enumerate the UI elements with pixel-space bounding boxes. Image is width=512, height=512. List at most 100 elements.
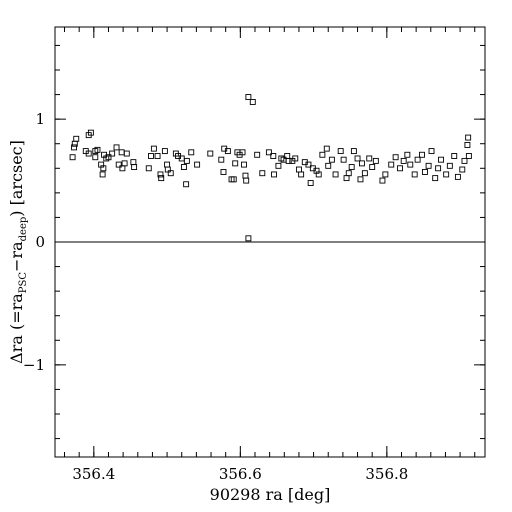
- data-point: [340, 156, 347, 163]
- data-point: [443, 171, 450, 178]
- data-point: [465, 153, 472, 159]
- data-point: [242, 172, 249, 179]
- data-point: [224, 148, 231, 155]
- data-point: [459, 166, 466, 173]
- data-point: [307, 180, 314, 186]
- data-point: [454, 173, 461, 180]
- y-tick-label: −1: [23, 356, 45, 374]
- data-point: [188, 149, 195, 156]
- data-point: [254, 151, 261, 158]
- data-point: [404, 151, 411, 158]
- data-point: [99, 171, 106, 178]
- data-point: [284, 153, 291, 159]
- data-point: [350, 148, 357, 155]
- y-axis-label: Δra (=raPSC−radeep) [arcsec]: [7, 140, 29, 364]
- data-point: [332, 171, 339, 178]
- y-axis-label-middle: −ra: [7, 241, 26, 272]
- data-point: [298, 171, 305, 178]
- data-point: [69, 154, 76, 161]
- data-point: [315, 171, 322, 178]
- y-axis-label-sub2: deep: [18, 217, 29, 242]
- data-point: [421, 169, 428, 175]
- data-point: [148, 153, 154, 159]
- data-point: [305, 161, 312, 168]
- data-point: [249, 98, 256, 105]
- data-point: [259, 170, 266, 177]
- data-point: [337, 148, 344, 155]
- data-point: [167, 170, 174, 177]
- data-point: [285, 157, 292, 164]
- data-point: [245, 235, 252, 242]
- data-point: [400, 157, 407, 164]
- data-point: [319, 151, 326, 158]
- data-point: [230, 176, 237, 183]
- data-point: [369, 164, 376, 171]
- data-point: [379, 177, 386, 184]
- y-tick-label: 0: [35, 233, 45, 251]
- data-point: [161, 148, 168, 155]
- data-point: [241, 161, 247, 168]
- data-point: [145, 165, 152, 172]
- data-point: [414, 156, 421, 163]
- data-point: [345, 170, 352, 177]
- data-point: [92, 154, 99, 161]
- data-point: [361, 170, 368, 177]
- x-tick-label: 356.8: [365, 465, 408, 483]
- data-point: [180, 164, 187, 171]
- data-point: [100, 165, 107, 172]
- data-point: [372, 157, 379, 164]
- data-point: [118, 149, 125, 156]
- data-point: [131, 164, 138, 171]
- data-point: [275, 162, 282, 169]
- data-point: [109, 150, 116, 157]
- data-point: [323, 145, 330, 152]
- data-point: [407, 161, 414, 168]
- data-point: [325, 162, 332, 169]
- data-point: [411, 171, 418, 178]
- y-axis-label-prefix: Δra (=ra: [7, 293, 26, 364]
- data-point: [71, 144, 77, 151]
- data-point: [207, 150, 214, 157]
- data-point: [232, 160, 239, 167]
- data-point: [218, 156, 225, 163]
- data-point: [343, 175, 350, 182]
- y-axis-label-sub1: PSC: [18, 272, 29, 294]
- data-point: [123, 150, 130, 157]
- data-point: [119, 165, 126, 172]
- data-point: [150, 145, 157, 152]
- data-point: [392, 154, 399, 161]
- data-point: [328, 156, 335, 163]
- data-point: [239, 149, 246, 156]
- data-point: [428, 148, 435, 155]
- data-point: [419, 151, 425, 158]
- data-point: [271, 171, 277, 178]
- data-point: [157, 171, 164, 178]
- data-point: [105, 154, 112, 161]
- data-point: [121, 160, 128, 167]
- x-axis-label: 90298 ra [deg]: [210, 485, 331, 504]
- x-tick-label: 356.4: [72, 465, 115, 483]
- data-point: [243, 177, 250, 184]
- data-point: [438, 156, 444, 163]
- data-point: [295, 166, 302, 173]
- data-point: [446, 162, 453, 169]
- data-point: [435, 165, 442, 172]
- data-point: [130, 159, 137, 166]
- data-point: [154, 153, 161, 159]
- data-point: [451, 153, 458, 159]
- data-point: [270, 153, 277, 159]
- data-point: [183, 157, 190, 164]
- data-point: [366, 155, 373, 162]
- data-point: [194, 161, 201, 168]
- data-point: [220, 169, 227, 175]
- data-point: [358, 160, 365, 167]
- data-point: [85, 150, 92, 157]
- x-tick-label: 356.6: [219, 465, 262, 483]
- data-point: [357, 176, 364, 183]
- data-point: [73, 135, 80, 142]
- data-point: [388, 161, 395, 168]
- data-point: [113, 144, 120, 151]
- data-point: [461, 157, 468, 164]
- data-point: [464, 141, 471, 148]
